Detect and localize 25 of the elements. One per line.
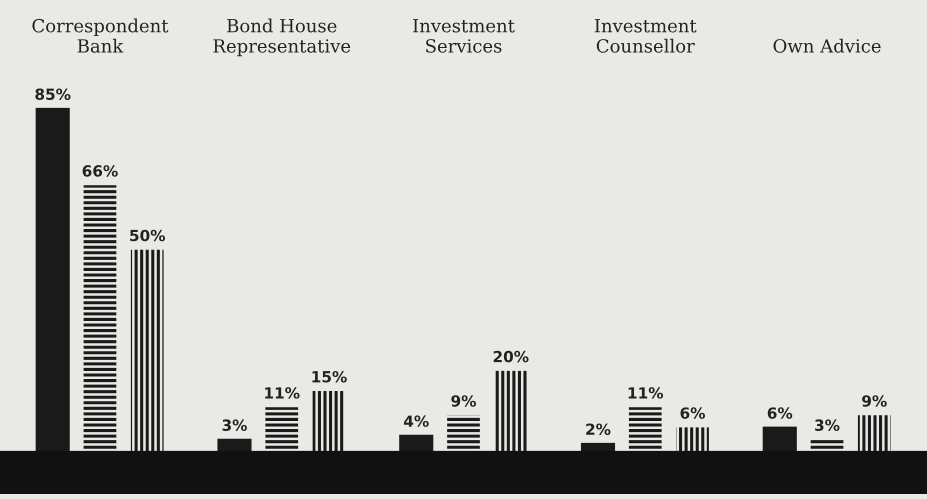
x-tick-label: Bond House Representative [213,18,350,56]
data-label: 9% [451,395,476,407]
bar [858,415,891,452]
data-label: 50% [130,230,166,242]
data-label: 11% [628,387,664,399]
x-tick-label: Investment Counsellor [594,19,697,53]
x-tick-label: Own Advice [774,38,881,53]
data-label: 85% [35,88,71,100]
data-label: 66% [82,165,118,177]
x-tick-label: Correspondent Bank [32,18,168,53]
data-label: 3% [815,419,840,431]
data-label: 11% [265,387,300,399]
data-label: 3% [222,419,247,431]
bar [130,250,164,452]
x-tick-label: Investment Services [413,19,515,53]
data-label: 9% [862,395,887,407]
bar [494,370,528,452]
bar [676,427,709,452]
bar [312,391,346,452]
data-label: 2% [586,423,610,436]
data-label: 6% [680,407,706,419]
data-label: 4% [404,415,429,427]
data-label: 15% [312,370,347,383]
data-label: 6% [768,407,792,419]
data-label: 20% [494,350,529,362]
